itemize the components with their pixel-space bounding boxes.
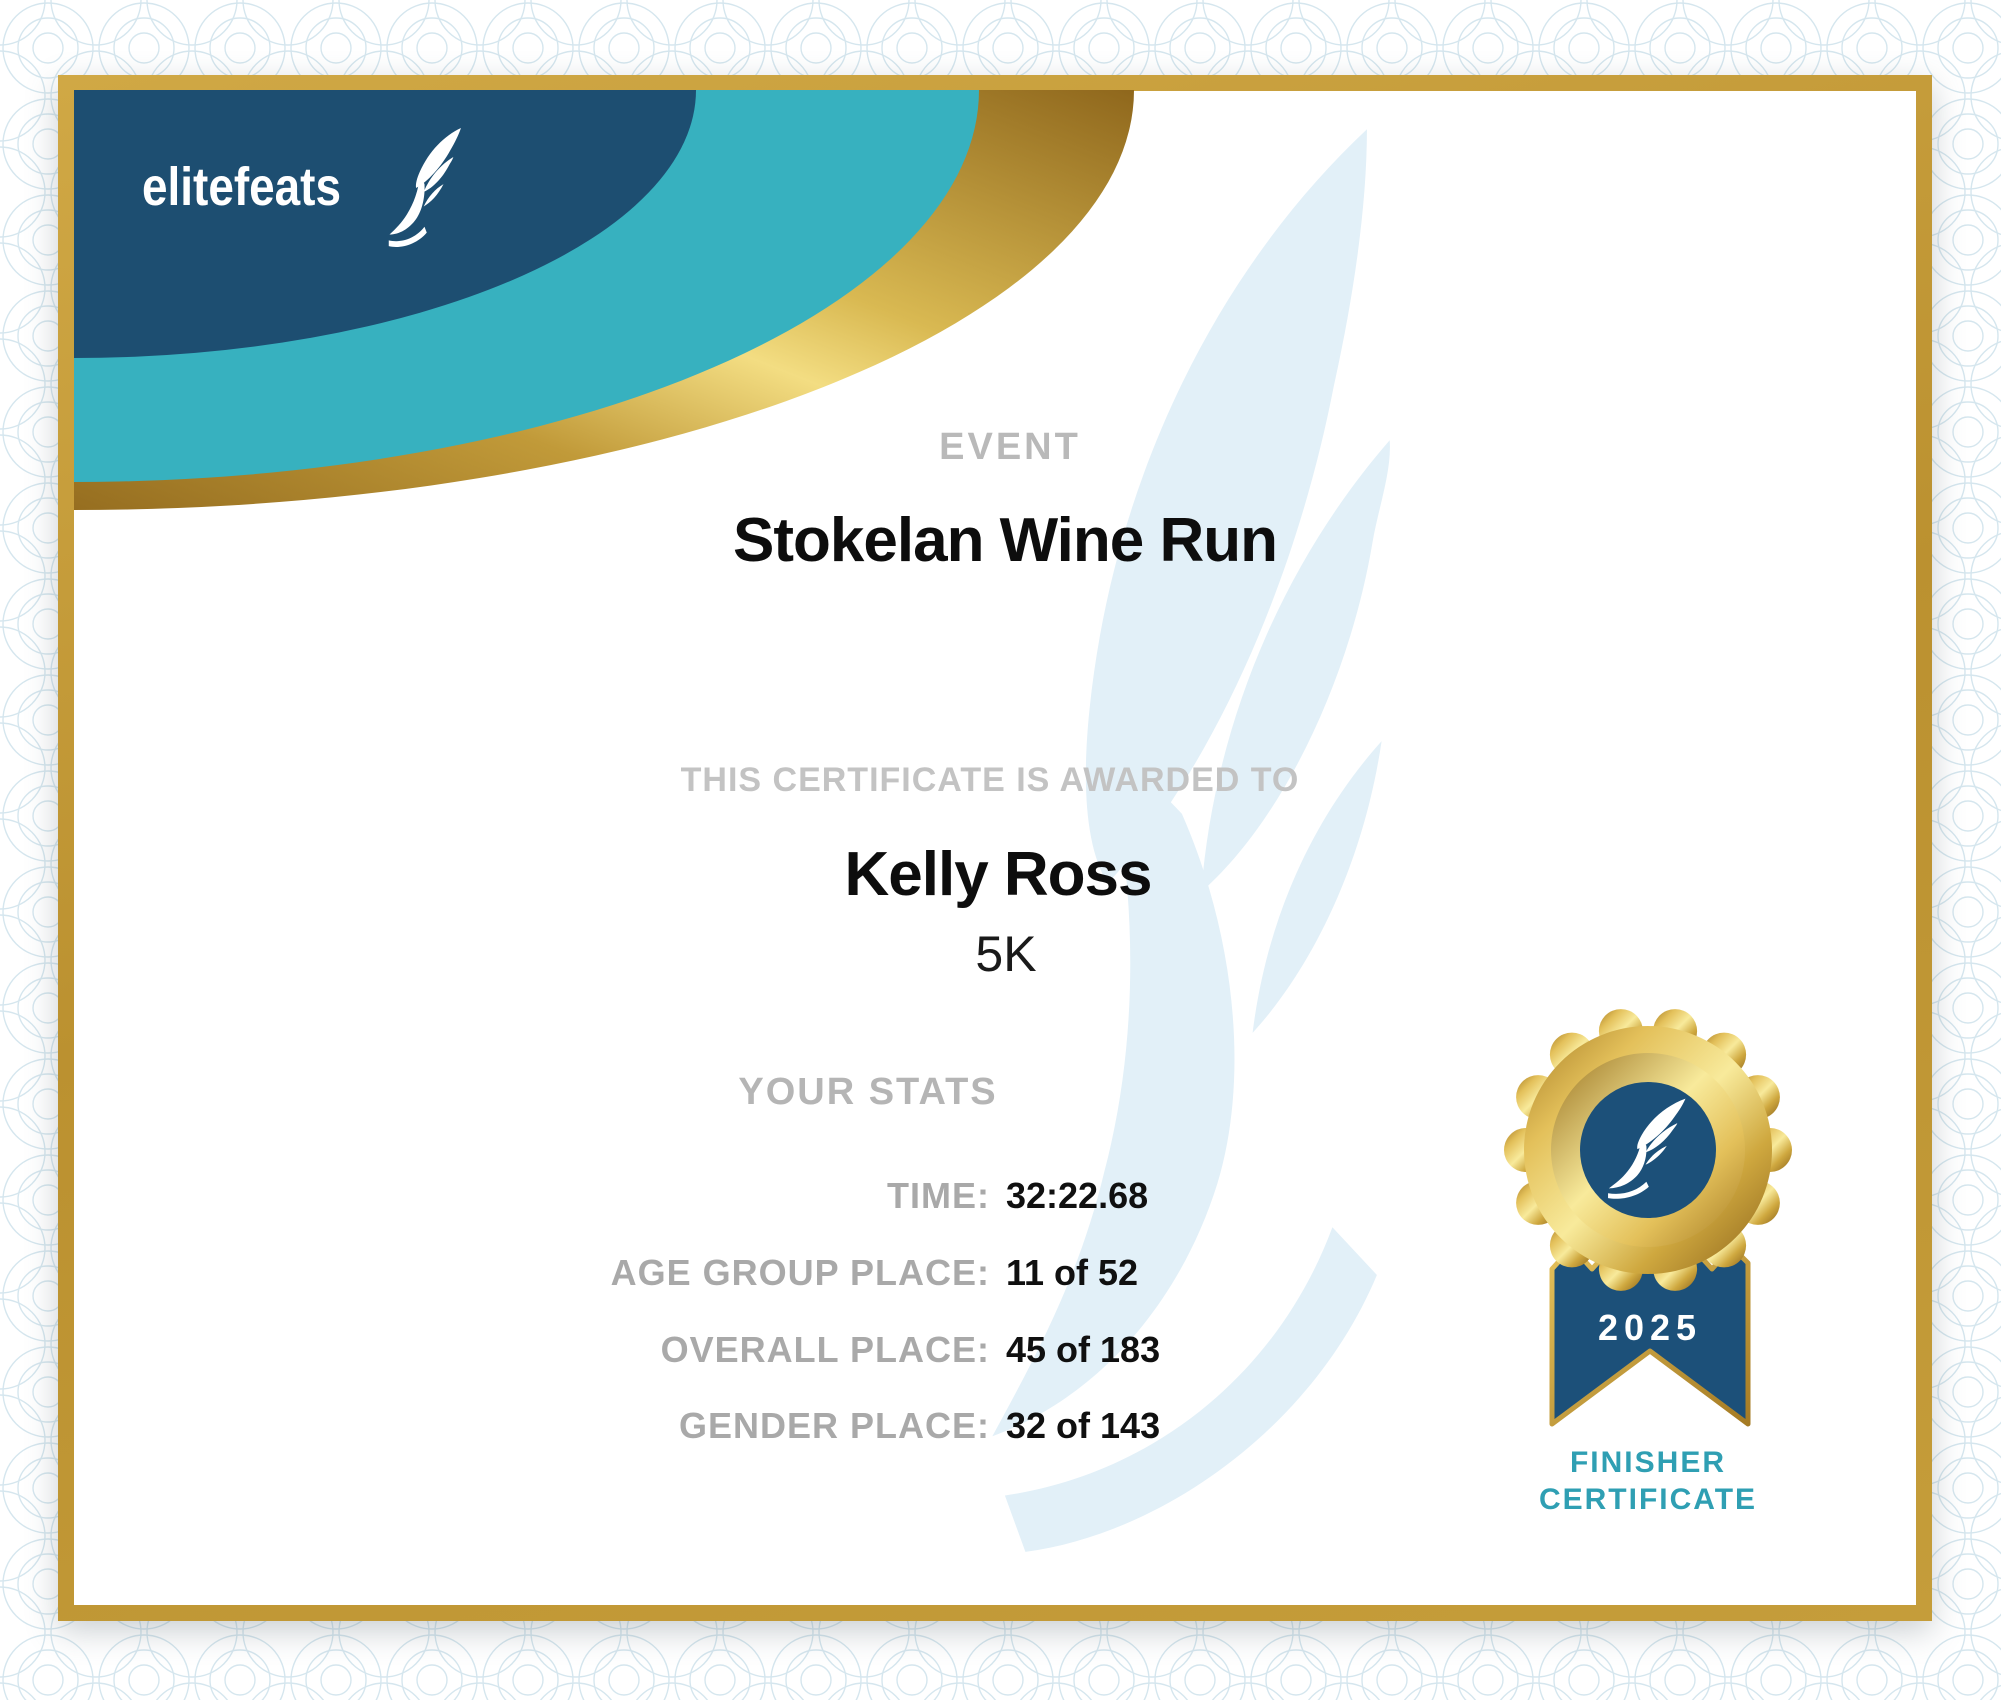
header-swoosh [74, 90, 1134, 510]
stat-value: 32 of 143 [1006, 1405, 1161, 1446]
race-distance: 5K [975, 926, 1037, 982]
stat-row-age-group-place: AGE GROUP PLACE: 11 of 52 [0, 1252, 2001, 1298]
stat-label: AGE GROUP PLACE: [610, 1252, 990, 1293]
winged-foot-icon [388, 126, 464, 252]
badge-caption: FINISHER CERTIFICATE [1472, 1444, 1824, 1518]
stat-value: 45 of 183 [1006, 1329, 1161, 1370]
badge-year: 2025 [1597, 1307, 1703, 1348]
stat-label: TIME: [887, 1175, 990, 1216]
stat-value: 11 of 52 [1006, 1252, 1139, 1293]
brand-logo-text: elitefeats [142, 157, 342, 217]
event-name: Stokelan Wine Run [733, 506, 1278, 575]
stat-value: 32:22.68 [1006, 1175, 1149, 1216]
badge-caption-line2: CERTIFICATE [1538, 1483, 1758, 1516]
stat-row-gender-place: GENDER PLACE: 32 of 143 [0, 1405, 2001, 1451]
event-label: EVENT [939, 426, 1081, 468]
stat-row-time: TIME: 32:22.68 [0, 1175, 2001, 1221]
stat-label: OVERALL PLACE: [660, 1329, 990, 1370]
badge-caption-line1: FINISHER [1569, 1446, 1726, 1479]
finisher-badge [1504, 1009, 1792, 1427]
recipient-name: Kelly Ross [844, 840, 1152, 909]
navy-swoosh [74, 90, 696, 358]
awarded-label: THIS CERTIFICATE IS AWARDED TO [680, 761, 1300, 799]
stat-label: GENDER PLACE: [678, 1405, 990, 1446]
stat-row-overall-place: OVERALL PLACE: 45 of 183 [0, 1329, 2001, 1375]
stats-heading: YOUR STATS [738, 1071, 998, 1113]
